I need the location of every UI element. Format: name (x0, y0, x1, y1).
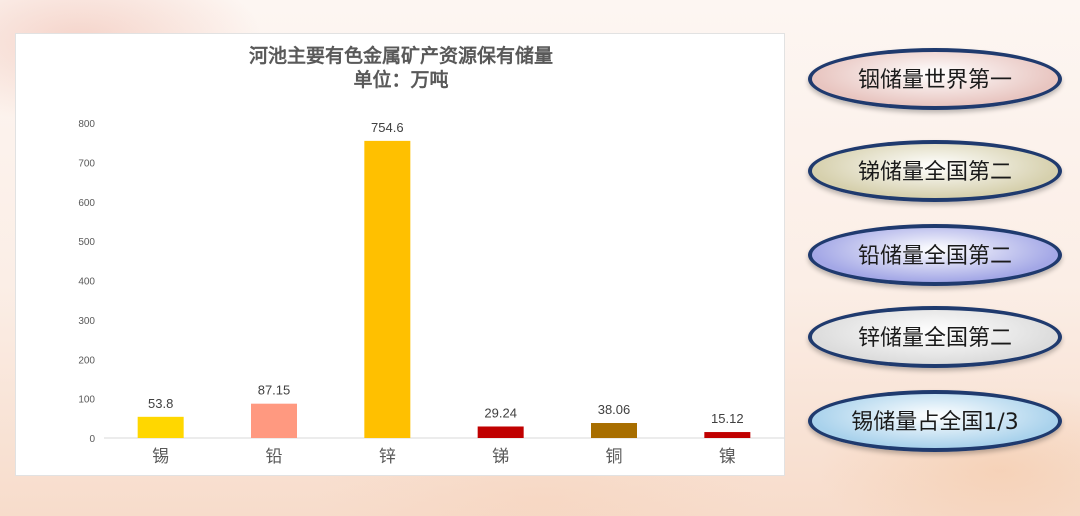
bar-2 (364, 140, 411, 438)
x-tick-label: 锡 (152, 447, 169, 467)
badge-tin-one-third: 锡储量占全国1/3 (808, 390, 1062, 452)
data-label: 87.15 (258, 383, 291, 398)
y-tick-label: 500 (78, 237, 95, 248)
x-tick-label: 锑 (492, 447, 509, 467)
badge-label: 铅储量全国第二 (857, 244, 1012, 269)
y-tick-label: 300 (78, 316, 95, 327)
y-tick-label: 700 (78, 158, 95, 169)
chart-subtitle: 单位：万吨 (353, 69, 449, 91)
data-label: 15.12 (711, 411, 744, 426)
y-tick-label: 100 (78, 395, 95, 406)
x-tick-label: 锌 (379, 447, 396, 467)
badge-zinc-national-second: 锌储量全国第二 (808, 306, 1062, 368)
badge-lead-national-second: 铅储量全国第二 (808, 224, 1062, 286)
y-tick-label: 400 (78, 277, 95, 288)
y-tick-label: 0 (89, 434, 95, 445)
chart-title-block: 河池主要有色金属矿产资源保有储量 单位：万吨 (16, 44, 786, 92)
x-tick-label: 镍 (719, 447, 736, 467)
bar-4 (591, 423, 637, 438)
bar-0 (137, 416, 184, 438)
y-tick-label: 800 (78, 119, 95, 130)
data-label: 53.8 (148, 396, 173, 411)
y-tick-label: 600 (78, 198, 95, 209)
data-label: 29.24 (484, 405, 517, 420)
data-label: 754.6 (371, 120, 404, 135)
bar-5 (704, 432, 751, 438)
bar-chart: 0 100 200 300 400 500 600 700 800 53.8 锡 87.15 铅 754.… (78, 119, 784, 467)
badge-antimony-national-second: 锑储量全国第二 (808, 140, 1062, 202)
badge-label: 锡储量占全国1/3 (851, 410, 1019, 435)
data-label: 38.06 (598, 402, 631, 417)
chart-title: 河池主要有色金属矿产资源保有储量 (248, 45, 553, 67)
chart-panel: 河池主要有色金属矿产资源保有储量 单位：万吨 0 100 200 300 400 500 6… (15, 33, 785, 476)
x-tick-label: 铜 (606, 447, 623, 467)
y-tick-label: 200 (78, 355, 95, 366)
badge-label: 铟储量世界第一 (857, 68, 1012, 93)
x-tick-label: 铅 (266, 447, 283, 467)
badge-indium-world-first: 铟储量世界第一 (808, 48, 1062, 110)
badge-label: 锌储量全国第二 (857, 326, 1012, 351)
bar-3 (477, 426, 524, 438)
badge-label: 锑储量全国第二 (857, 160, 1012, 185)
bar-1 (251, 403, 297, 438)
